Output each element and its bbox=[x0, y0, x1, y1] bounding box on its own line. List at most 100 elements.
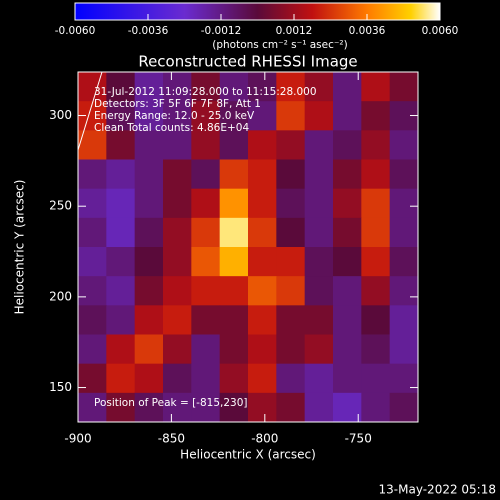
pixel bbox=[248, 247, 277, 277]
pixel bbox=[219, 188, 249, 219]
pixel bbox=[191, 305, 221, 335]
pixel bbox=[389, 72, 419, 102]
pixel bbox=[248, 217, 277, 248]
pixel bbox=[163, 305, 192, 335]
pixel bbox=[361, 392, 391, 423]
pixel bbox=[78, 276, 107, 306]
pixel bbox=[304, 276, 334, 306]
pixel bbox=[304, 130, 334, 160]
pixel bbox=[248, 159, 277, 190]
pixel bbox=[163, 217, 192, 248]
pixel bbox=[333, 363, 362, 394]
pixel bbox=[163, 276, 192, 306]
pixel bbox=[276, 363, 306, 394]
pixel bbox=[191, 159, 221, 190]
pixel bbox=[134, 188, 164, 219]
pixel bbox=[219, 217, 249, 248]
pixel bbox=[106, 276, 136, 306]
pixel bbox=[106, 247, 136, 277]
pixel bbox=[389, 305, 419, 335]
pixel bbox=[248, 392, 277, 423]
pixel bbox=[389, 130, 419, 160]
plot-frame bbox=[77, 71, 419, 423]
pixel bbox=[219, 305, 249, 335]
pixel bbox=[333, 159, 362, 190]
pixel bbox=[304, 392, 334, 423]
pixel bbox=[163, 392, 192, 423]
chart-title: Reconstructed RHESSI Image bbox=[138, 53, 357, 71]
pixel bbox=[219, 334, 249, 365]
pixel bbox=[106, 334, 136, 365]
pixel bbox=[248, 276, 277, 306]
colorbar-tick-label: 0.0036 bbox=[349, 25, 386, 37]
pixel bbox=[163, 247, 192, 277]
pixel bbox=[276, 159, 306, 190]
pixel bbox=[389, 276, 419, 306]
x-tick-label: -900 bbox=[64, 432, 91, 446]
pixel bbox=[276, 101, 306, 131]
pixel bbox=[191, 334, 221, 365]
pixel bbox=[163, 101, 192, 131]
pixel bbox=[361, 188, 391, 219]
pixel bbox=[248, 130, 277, 160]
x-axis-label: Heliocentric X (arcsec) bbox=[180, 448, 316, 462]
pixel bbox=[191, 188, 221, 219]
pixel bbox=[106, 130, 136, 160]
image bbox=[78, 72, 419, 423]
pixel bbox=[106, 188, 136, 219]
pixel bbox=[304, 334, 334, 365]
pixel bbox=[389, 363, 419, 394]
peak-label: Position of Peak = [-815,230] bbox=[94, 397, 248, 409]
x-tick-label: -750 bbox=[345, 432, 372, 446]
pixel bbox=[191, 392, 221, 423]
pixel bbox=[106, 217, 136, 248]
pixel bbox=[333, 188, 362, 219]
pixel bbox=[389, 392, 419, 423]
x-tick-label: -850 bbox=[158, 432, 185, 446]
pixel bbox=[163, 130, 192, 160]
y-tick-label: 300 bbox=[49, 108, 72, 122]
pixel bbox=[333, 305, 362, 335]
pixel bbox=[191, 247, 221, 277]
pixel bbox=[361, 159, 391, 190]
pixel bbox=[134, 334, 164, 365]
pixel bbox=[163, 159, 192, 190]
pixel bbox=[106, 159, 136, 190]
pixel bbox=[191, 72, 221, 102]
pixel bbox=[219, 392, 249, 423]
pixel bbox=[276, 392, 306, 423]
pixel bbox=[106, 305, 136, 335]
pixel bbox=[276, 247, 306, 277]
colorbar bbox=[74, 2, 441, 21]
pixel bbox=[333, 276, 362, 306]
pixel bbox=[361, 101, 391, 131]
annotation: 31-Jul-2012 11:09:28.000 to 11:15:28.000 bbox=[94, 86, 317, 98]
pixel bbox=[304, 217, 334, 248]
pixel bbox=[389, 217, 419, 248]
pixel bbox=[134, 72, 164, 102]
pixel bbox=[304, 188, 334, 219]
pixel bbox=[361, 247, 391, 277]
y-tick-label: 150 bbox=[49, 380, 72, 394]
pixel bbox=[134, 276, 164, 306]
y-tick-label: 200 bbox=[49, 289, 72, 303]
pixel bbox=[276, 334, 306, 365]
pixel bbox=[361, 72, 391, 102]
pixel bbox=[78, 72, 107, 102]
pixel bbox=[163, 334, 192, 365]
x-tick-label: -800 bbox=[251, 432, 278, 446]
pixel bbox=[78, 305, 107, 335]
pixel bbox=[361, 305, 391, 335]
colorbar-tick-label: -0.0036 bbox=[128, 25, 169, 37]
pixel bbox=[361, 217, 391, 248]
pixel bbox=[219, 72, 249, 102]
annotation: Energy Range: 12.0 - 25.0 keV bbox=[94, 110, 255, 122]
pixel bbox=[361, 363, 391, 394]
colorbar-tick-label: -0.0060 bbox=[55, 25, 96, 37]
annotation: Clean Total counts: 4.86E+04 bbox=[94, 122, 249, 134]
pixel bbox=[134, 101, 164, 131]
pixel bbox=[304, 363, 334, 394]
pixel bbox=[163, 72, 192, 102]
pixel bbox=[276, 305, 306, 335]
